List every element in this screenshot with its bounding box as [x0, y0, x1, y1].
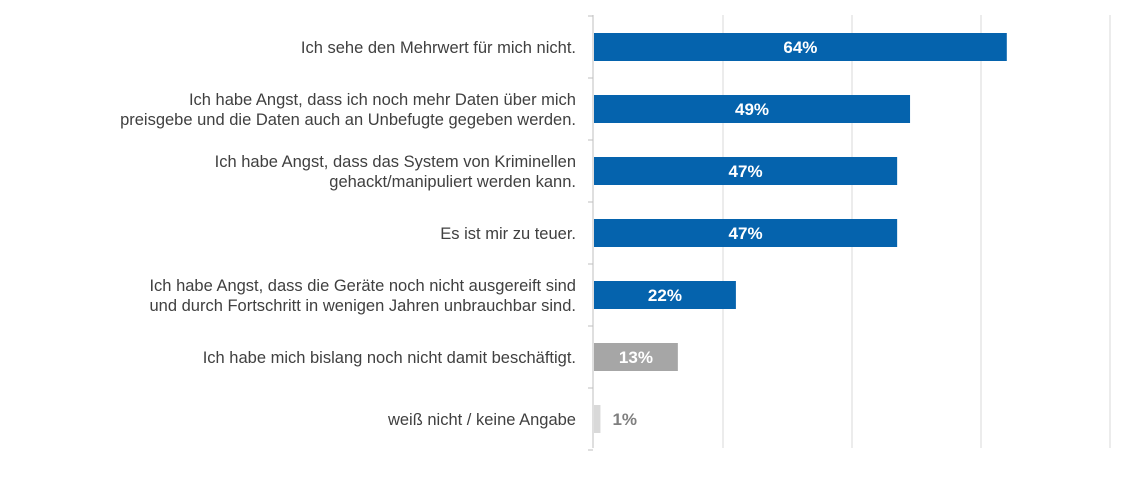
category-label-line: preisgebe und die Daten auch an Unbefugt… [120, 111, 576, 129]
bar [594, 157, 898, 185]
category-label-line: Ich habe Angst, dass das System von Krim… [215, 153, 576, 171]
category-label: Es ist mir zu teuer. [440, 225, 576, 243]
data-label: 47% [729, 224, 763, 243]
bar [594, 281, 736, 309]
category-label-line: und durch Fortschritt in wenigen Jahren … [150, 297, 577, 315]
category-label-line: gehackt/manipuliert werden kann. [329, 173, 576, 191]
bar [594, 343, 678, 371]
bar [594, 405, 601, 433]
category-label-line: Ich habe mich bislang noch nicht damit b… [203, 349, 576, 367]
data-label: 64% [783, 38, 817, 57]
data-label: 1% [612, 410, 637, 429]
category-label-line: Ich sehe den Mehrwert für mich nicht. [301, 39, 576, 57]
data-label: 47% [729, 162, 763, 181]
category-label: Ich sehe den Mehrwert für mich nicht. [301, 39, 576, 57]
category-label-line: weiß nicht / keine Angabe [387, 411, 576, 429]
bar [594, 95, 911, 123]
category-label-line: Es ist mir zu teuer. [440, 225, 576, 243]
bar [594, 33, 1007, 61]
data-label: 13% [619, 348, 653, 367]
category-label-line: Ich habe Angst, dass die Geräte noch nic… [149, 277, 576, 295]
bar [594, 219, 898, 247]
data-label: 22% [648, 286, 682, 305]
category-label-line: Ich habe Angst, dass ich noch mehr Daten… [189, 91, 576, 109]
category-label: Ich habe Angst, dass das System von Krim… [215, 153, 576, 191]
category-label: Ich habe Angst, dass ich noch mehr Daten… [120, 91, 576, 129]
category-label: weiß nicht / keine Angabe [387, 411, 576, 429]
category-label: Ich habe Angst, dass die Geräte noch nic… [149, 277, 576, 315]
data-label: 49% [735, 100, 769, 119]
category-label: Ich habe mich bislang noch nicht damit b… [203, 349, 576, 367]
